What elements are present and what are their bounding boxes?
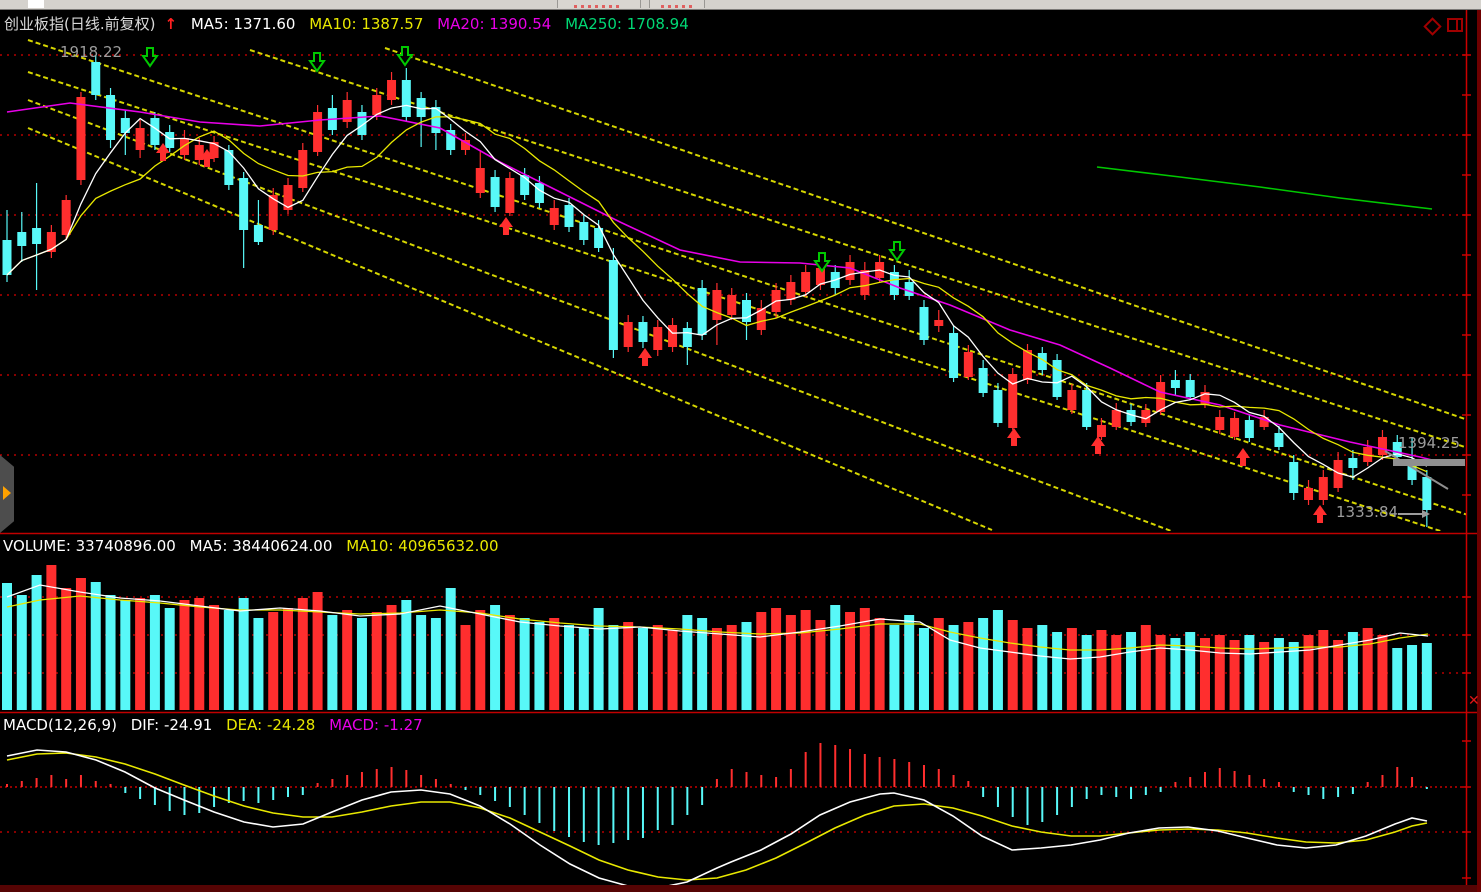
page-title: 创业板指(日线.前复权) [4,15,156,33]
low-price-annotation: 1333.84 [1336,503,1399,521]
menu-bar[interactable] [0,0,1481,10]
menu-button-2[interactable] [649,0,705,8]
menu-button-1[interactable] [557,0,641,8]
up-arrow-icon: ↑ [164,15,178,33]
split-window-icon[interactable] [1447,18,1463,32]
ma10-value-label: MA10: 1387.57 [309,15,424,33]
close-indicator-icon[interactable]: ✕ [1468,693,1480,709]
expand-arrow-icon [3,486,11,500]
macd-name-label: MACD(12,26,9) [3,716,117,734]
volume-value-label: VOLUME: 33740896.00 [3,537,176,555]
sidebar-expand-handle[interactable] [0,455,14,533]
ma5-value-label: MA5: 1371.60 [190,15,296,33]
volume-ma10-label: MA10: 40965632.00 [346,537,499,555]
last-price-annotation: 1394.25 [1398,434,1461,452]
volume-ma5-label: MA5: 38440624.00 [189,537,333,555]
macd-panel-header: MACD(12,26,9) DIF: -24.91 DEA: -24.28 MA… [3,716,432,734]
dif-value-label: DIF: -24.91 [130,716,213,734]
volume-panel-header: VOLUME: 33740896.00 MA5: 38440624.00 MA1… [3,537,508,555]
split-window-divider [1456,20,1458,30]
main-chart-header: 创业板指(日线.前复权) ↑ MA5: 1371.60 MA10: 1387.57… [4,13,698,34]
dea-value-label: DEA: -24.28 [226,716,316,734]
ma250-value-label: MA250: 1708.94 [565,15,689,33]
macd-value-label: MACD: -1.27 [329,716,423,734]
menu-highlight [28,0,44,8]
ma20-value-label: MA20: 1390.54 [437,15,552,33]
high-price-annotation: 1918.22 [60,43,123,61]
